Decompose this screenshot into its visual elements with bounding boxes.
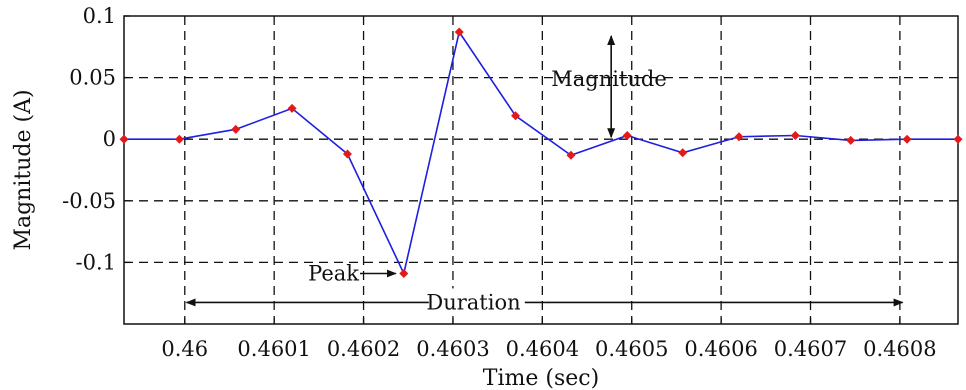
data-point bbox=[174, 134, 184, 144]
y-tick-label: -0.1 bbox=[76, 250, 117, 274]
peak-annotation: Peak bbox=[308, 261, 359, 285]
data-point bbox=[399, 268, 409, 278]
data-point bbox=[231, 124, 241, 134]
y-axis-title: Magnitude (A) bbox=[11, 89, 36, 250]
data-point bbox=[511, 111, 521, 121]
data-point bbox=[119, 134, 129, 144]
x-tick-label: 0.4608 bbox=[863, 337, 936, 361]
y-tick-label: -0.05 bbox=[62, 189, 116, 213]
y-tick-label: 0.05 bbox=[69, 66, 116, 90]
x-tick-label: 0.4605 bbox=[595, 337, 668, 361]
data-point bbox=[342, 149, 352, 159]
data-point bbox=[454, 27, 464, 37]
y-tick-label: 0.1 bbox=[83, 4, 116, 28]
x-tick-label: 0.4607 bbox=[774, 337, 847, 361]
data-point bbox=[622, 131, 632, 141]
data-marks bbox=[119, 27, 963, 278]
duration-annotation: Duration bbox=[426, 290, 520, 314]
axis-ticks: 0.46 0.4601 0.4602 0.4603 0.4604 0.4605 0.4606… bbox=[62, 4, 936, 361]
plot-area bbox=[123, 15, 959, 325]
x-tick-label: 0.4604 bbox=[506, 337, 579, 361]
x-tick-label: 0.4606 bbox=[684, 337, 757, 361]
data-point bbox=[953, 134, 963, 144]
x-tick-label: 0.4601 bbox=[237, 337, 310, 361]
annotations: Magnitude Peak Duration bbox=[185, 35, 904, 315]
duration-label-background bbox=[428, 288, 525, 315]
x-axis-title: Time (sec) bbox=[483, 366, 599, 390]
magnitude-annotation: Magnitude bbox=[551, 67, 667, 91]
data-point bbox=[566, 150, 576, 160]
data-point bbox=[678, 148, 688, 158]
data-point bbox=[902, 134, 912, 144]
series-line bbox=[124, 30, 958, 276]
x-tick-label: 0.4602 bbox=[327, 337, 400, 361]
grid bbox=[124, 16, 958, 324]
data-point bbox=[734, 132, 744, 142]
data-point bbox=[846, 135, 856, 145]
data-point bbox=[790, 131, 800, 141]
x-tick-label: 0.4603 bbox=[416, 337, 489, 361]
data-point bbox=[287, 103, 297, 113]
x-tick-label: 0.46 bbox=[161, 337, 208, 361]
y-tick-label: 0 bbox=[103, 127, 116, 151]
